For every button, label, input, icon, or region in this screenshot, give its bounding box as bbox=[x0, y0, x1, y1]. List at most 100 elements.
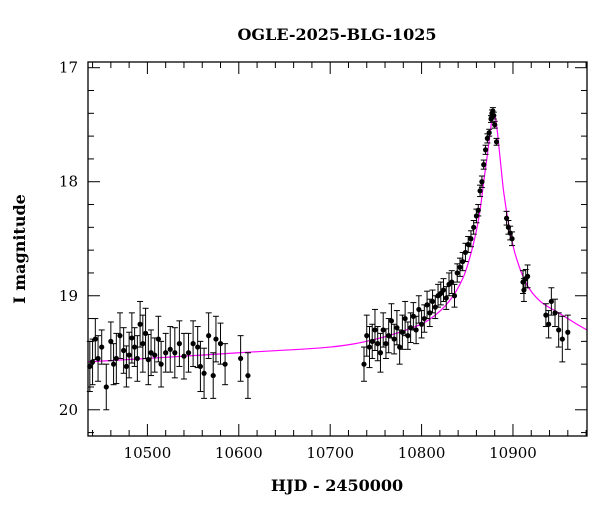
data-point bbox=[382, 328, 389, 359]
data-point bbox=[139, 314, 146, 373]
data-point bbox=[201, 347, 208, 399]
point-marker bbox=[424, 302, 430, 308]
data-point bbox=[142, 307, 149, 359]
point-marker bbox=[482, 147, 489, 153]
x-axis-label: HJD - 2450000 bbox=[271, 476, 403, 495]
point-marker bbox=[521, 287, 527, 293]
data-point bbox=[424, 290, 431, 320]
plot-frame bbox=[87, 61, 588, 437]
data-point bbox=[212, 315, 219, 363]
point-marker bbox=[238, 355, 244, 362]
data-point bbox=[123, 345, 130, 388]
point-marker bbox=[416, 306, 422, 313]
data-point bbox=[222, 343, 229, 386]
data-point bbox=[162, 332, 169, 373]
point-marker bbox=[140, 341, 146, 347]
point-marker bbox=[181, 353, 187, 359]
point-marker bbox=[471, 224, 477, 230]
point-marker bbox=[552, 310, 558, 316]
point-marker bbox=[408, 325, 414, 331]
data-point bbox=[374, 326, 381, 362]
point-marker bbox=[89, 359, 96, 365]
data-points bbox=[86, 107, 571, 411]
point-marker bbox=[468, 236, 474, 242]
y-axis-label: I magnitude bbox=[10, 194, 29, 304]
x-tick-label: 10900 bbox=[489, 444, 537, 462]
point-marker bbox=[484, 135, 490, 141]
data-point bbox=[524, 264, 531, 289]
point-marker bbox=[413, 327, 419, 333]
data-point bbox=[413, 315, 420, 345]
point-marker bbox=[479, 179, 485, 185]
point-marker bbox=[377, 350, 384, 356]
data-point bbox=[244, 352, 251, 399]
point-marker bbox=[391, 336, 397, 342]
point-marker bbox=[491, 112, 497, 119]
data-point bbox=[128, 312, 135, 364]
data-point bbox=[482, 144, 489, 155]
point-marker bbox=[399, 329, 405, 335]
point-marker bbox=[375, 341, 381, 347]
point-marker bbox=[108, 338, 114, 344]
y-tick-label: 20 bbox=[59, 401, 78, 419]
data-point bbox=[388, 303, 395, 339]
data-point bbox=[552, 298, 559, 328]
point-marker bbox=[543, 312, 549, 318]
data-point bbox=[205, 312, 212, 359]
data-point bbox=[480, 159, 487, 170]
point-marker bbox=[117, 333, 123, 339]
point-marker bbox=[443, 295, 449, 301]
data-point bbox=[176, 320, 183, 367]
tick-labels: 10500 10600 10700 10800 10900 17 18 19 20 bbox=[59, 59, 537, 462]
point-marker bbox=[380, 327, 386, 333]
data-point bbox=[443, 286, 450, 310]
point-marker bbox=[548, 298, 554, 305]
point-marker bbox=[383, 341, 389, 347]
point-marker bbox=[451, 293, 458, 299]
data-point bbox=[134, 335, 141, 382]
point-marker bbox=[372, 327, 378, 333]
point-marker bbox=[92, 336, 98, 342]
point-marker bbox=[172, 350, 178, 356]
data-point bbox=[503, 210, 510, 226]
data-point bbox=[559, 315, 566, 363]
data-point bbox=[418, 310, 425, 339]
point-marker bbox=[418, 321, 425, 327]
point-marker bbox=[132, 344, 138, 350]
data-point bbox=[116, 312, 123, 359]
data-point bbox=[369, 323, 376, 359]
data-point bbox=[396, 329, 403, 365]
model-curve bbox=[87, 112, 588, 363]
data-point bbox=[103, 363, 110, 411]
data-point bbox=[155, 315, 162, 363]
data-point bbox=[194, 326, 201, 369]
data-point bbox=[478, 175, 485, 188]
point-marker bbox=[99, 344, 105, 350]
point-marker bbox=[405, 333, 411, 339]
data-point bbox=[404, 321, 411, 350]
point-marker bbox=[121, 347, 127, 354]
data-point bbox=[126, 331, 133, 379]
point-marker bbox=[163, 350, 169, 356]
point-marker bbox=[201, 370, 207, 376]
data-point bbox=[429, 289, 436, 314]
point-marker bbox=[509, 236, 515, 242]
data-point bbox=[391, 323, 398, 355]
data-point bbox=[120, 327, 127, 374]
data-point bbox=[185, 332, 192, 373]
point-marker bbox=[397, 344, 403, 350]
point-marker bbox=[366, 344, 373, 350]
data-point bbox=[98, 329, 105, 365]
point-marker bbox=[429, 298, 436, 305]
data-point bbox=[555, 312, 562, 348]
point-marker bbox=[394, 325, 400, 331]
data-point bbox=[190, 320, 197, 367]
data-point bbox=[509, 231, 516, 247]
data-point bbox=[486, 128, 493, 137]
point-marker bbox=[195, 344, 201, 350]
data-point bbox=[564, 314, 571, 350]
point-marker bbox=[197, 363, 204, 370]
point-marker bbox=[475, 207, 481, 213]
data-point bbox=[440, 278, 447, 302]
